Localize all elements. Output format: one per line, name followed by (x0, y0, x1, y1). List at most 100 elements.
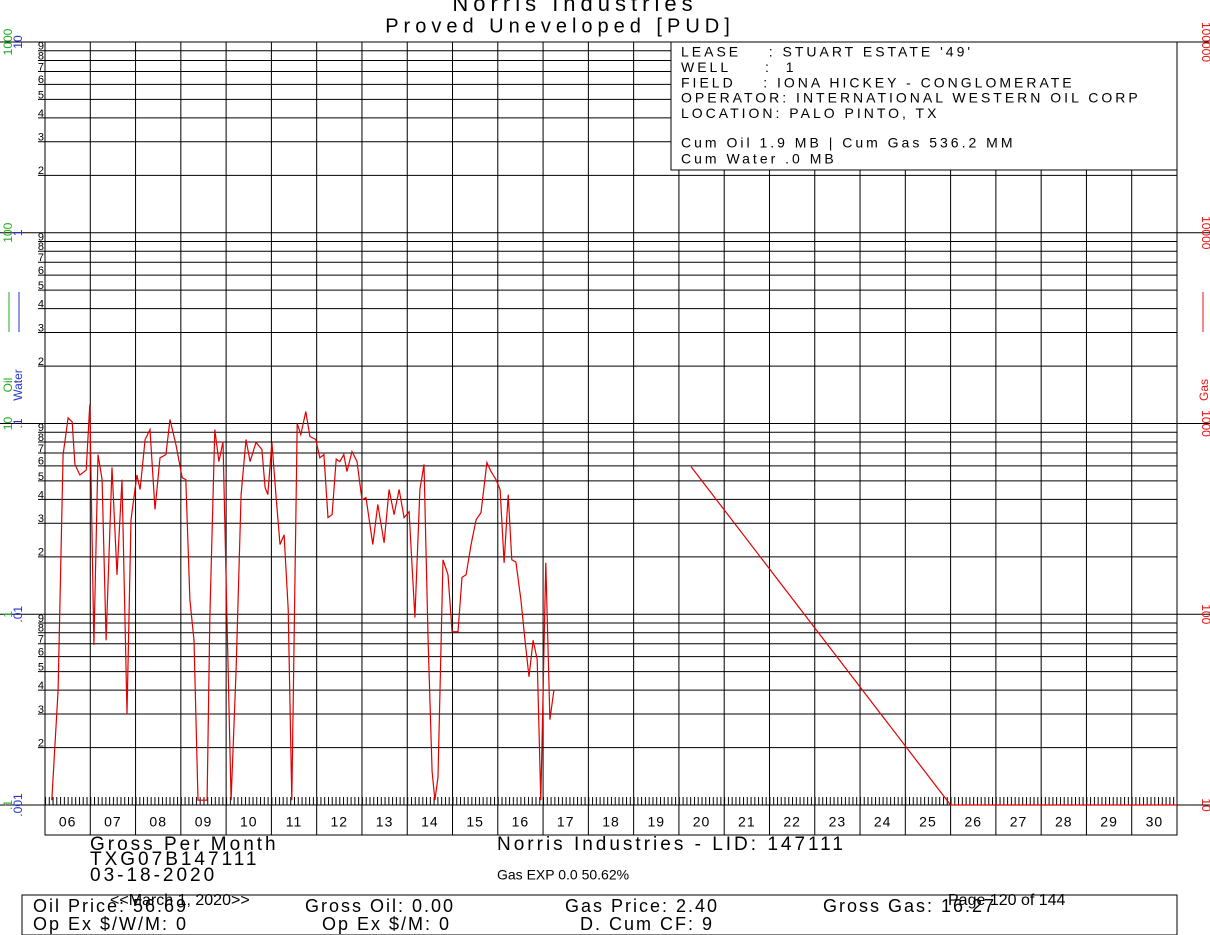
minor-tick-label: 3 (38, 513, 44, 525)
info-line: FIELD : IONA HICKEY - CONGLOMERATE (681, 74, 1075, 90)
x-tick-label: 07 (104, 814, 122, 830)
x-tick-label: 11 (286, 814, 303, 830)
summary-item: Gross Gas: 16.27 (823, 896, 996, 916)
x-tick-label: 15 (466, 814, 484, 830)
water_axis-tick-label: .1 (11, 418, 25, 428)
minor-tick-label: 5 (38, 471, 44, 483)
water_axis-tick-label: .01 (11, 606, 25, 623)
minor-tick-label: 3 (38, 322, 44, 334)
summary-rows: Oil Price: 56.69 Gross Oil: 0.00 Gas Price… (33, 896, 996, 934)
x-tick-label: 29 (1100, 814, 1118, 830)
date-nav[interactable]: <<March 1, 2020>> (110, 892, 250, 909)
minor-tick-label: 2 (38, 356, 44, 368)
minor-tick-label: 6 (38, 265, 44, 277)
oil_axis-tick-label: .1 (1, 800, 15, 810)
minor-tick-label: 4 (38, 680, 44, 692)
minor-tick-label: 4 (38, 299, 44, 311)
gas-line (51, 404, 555, 801)
minor-tick-label: 7 (38, 61, 44, 73)
water_axis-tick-label: 1 (11, 229, 25, 236)
minor-tick-label: 9 (38, 613, 44, 625)
x-tick-label: 12 (331, 814, 349, 830)
page-indicator: Page 120 of 144 (948, 892, 1066, 909)
y-tick-label: 10 (1199, 798, 1210, 812)
chart-title: Norris Industries (452, 0, 697, 16)
x-tick-label: 18 (602, 814, 620, 830)
x-tick-label: 14 (421, 814, 439, 830)
x-tick-label: 28 (1055, 814, 1073, 830)
minor-tick-label: 9 (38, 422, 44, 434)
summary-item: Op Ex $/M: 0 (322, 914, 451, 934)
x-tick-label: 21 (738, 814, 756, 830)
x-tick-label: 22 (783, 814, 801, 830)
minor-tick-label: 6 (38, 74, 44, 86)
oil_axis-tick-label: 1 (1, 611, 15, 618)
x-tick-label: 26 (964, 814, 982, 830)
summary-item: Gross Oil: 0.00 (305, 896, 455, 916)
minor-tick-label: 3 (38, 132, 44, 144)
summary-item: Oil Price: 56.69 (33, 896, 188, 916)
summary-box (21, 894, 1178, 935)
minor-tick-label: 4 (38, 489, 44, 501)
report-name: Gross Per Month (90, 834, 279, 855)
x-tick-label: 09 (195, 814, 213, 830)
x-tick-label: 17 (557, 814, 575, 830)
gas-line (690, 466, 1177, 806)
minor-tick-label: 9 (38, 41, 44, 53)
info-line: LOCATION: PALO PINTO, TX (681, 105, 939, 121)
minor-tick-label: 5 (38, 280, 44, 292)
y-axis-label: Gas (1197, 379, 1210, 401)
minor-tick-label: 9 (38, 231, 44, 243)
oil_axis-label: Oil (1, 378, 15, 393)
x-tick-label: 06 (59, 814, 77, 830)
x-tick-label: 23 (829, 814, 847, 830)
x-tick-label: 24 (874, 814, 892, 830)
gas-exp: Gas EXP 0.0 50.62% (497, 867, 629, 883)
minor-tick-label: 2 (38, 165, 44, 177)
company-lid: Norris Industries - LID: 147111 (497, 834, 846, 855)
minor-tick-label: 7 (38, 252, 44, 264)
info-line: LEASE : STUART ESTATE '49' (681, 44, 973, 60)
y-tick-label: 1000 (1199, 410, 1210, 437)
x-tick-label: 08 (149, 814, 167, 830)
x-tick-label: 20 (693, 814, 711, 830)
oil_axis-tick-label: 10 (1, 417, 15, 431)
water_axis-tick-label: 10 (11, 35, 25, 49)
y-tick-label: 100 (1199, 604, 1210, 624)
oil_axis-tick-label: 100 (1, 222, 15, 242)
minor-tick-label: 5 (38, 662, 44, 674)
info-box (670, 41, 1178, 171)
info-line: WELL : 1 (681, 59, 797, 75)
x-tick-label: 13 (376, 814, 394, 830)
summary-item: D. Cum CF: 9 (580, 914, 714, 934)
month-ticks (45, 797, 1177, 805)
info-line: Cum Water .0 MB (681, 151, 837, 167)
minor-tick-label: 8 (38, 432, 44, 444)
minor-tick-label: 2 (38, 737, 44, 749)
info-line: OPERATOR: INTERNATIONAL WESTERN OIL CORP (681, 90, 1141, 106)
oil_axis-tick-label: 1000 (1, 28, 15, 55)
x-tick-label: 30 (1146, 814, 1164, 830)
x-tick-label: 27 (1010, 814, 1028, 830)
info-lines: LEASE : STUART ESTATE '49'WELL : 1FIELD … (681, 44, 1141, 167)
minor-tick-label: 5 (38, 89, 44, 101)
minor-tick-label: 7 (38, 443, 44, 455)
minor-tick-label: 6 (38, 646, 44, 658)
x-tick-label: 16 (512, 814, 530, 830)
chart-subtitle: Proved Uneveloped [PUD] (385, 15, 735, 37)
y-tick-label: 100000 (1199, 22, 1210, 62)
minor-tick-label: 8 (38, 50, 44, 62)
minor-tick-label: 6 (38, 456, 44, 468)
water_axis-tick-label: .001 (11, 793, 25, 817)
summary-item: Gas Price: 2.40 (565, 896, 719, 916)
y-tick-label: 10000 (1199, 216, 1210, 250)
report-code: TXG07B147111 (90, 849, 259, 870)
summary-item: Op Ex $/W/M: 0 (33, 914, 188, 934)
x-tick-label: 19 (647, 814, 665, 830)
info-line: Cum Oil 1.9 MB | Cum Gas 536.2 MM (681, 135, 1015, 151)
water_axis-label: Water (11, 369, 25, 401)
x-tick-label: 10 (240, 814, 258, 830)
report-date: 03-18-2020 (90, 865, 217, 886)
minor-tick-label: 3 (38, 704, 44, 716)
x-tick-label: 25 (919, 814, 937, 830)
